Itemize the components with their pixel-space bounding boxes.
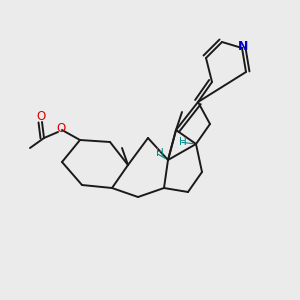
Text: O: O [56,122,66,136]
Text: H: H [156,148,164,158]
Text: H: H [179,137,187,147]
Text: O: O [36,110,46,124]
Text: N: N [238,40,248,52]
